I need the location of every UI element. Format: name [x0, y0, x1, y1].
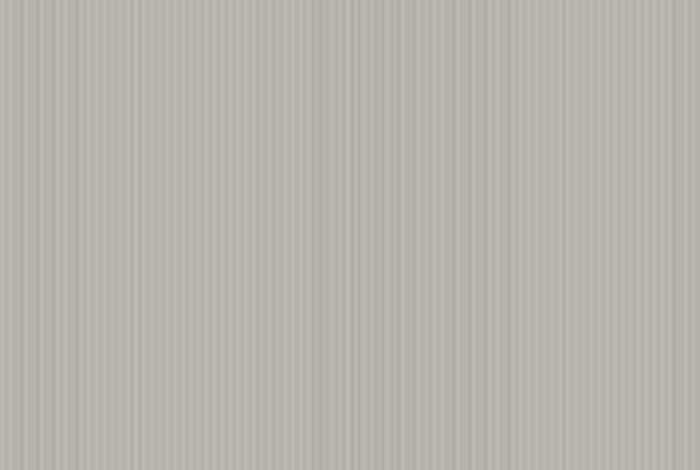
Text: Click Save and Submit to save and submit. Click Save All Answers to save all ans: Click Save and Submit to save and submit… [201, 460, 502, 466]
Bar [18, 108, 83, 144]
Bar [605, 30, 685, 72]
Text: Wages of workers from Country C paid by corporations located in Country B: Wages of workers from Country C paid by … [88, 229, 431, 238]
Text: Country B's export of shoes to Country C: Country B's export of shoes to Country C [88, 266, 273, 274]
Text: Interest paid by a Country B's corporation on a bond owned by a  Country A's ban: Interest paid by a Country B's corporati… [88, 86, 464, 94]
Text: $4,000: $4,000 [649, 157, 680, 166]
Text: $19,000: $19,000 [643, 301, 680, 311]
Text: $4,000: $4,000 [649, 229, 680, 238]
Bar [18, 144, 83, 180]
Bar [18, 30, 685, 360]
Bar [18, 288, 83, 324]
Text: Country A imports of coffee from Country B: Country A imports of coffee from Country… [88, 157, 285, 166]
Bar [83, 30, 605, 72]
Bar [83, 252, 605, 288]
Bar [605, 180, 685, 216]
Text: What is Country B's Trade Balance?: What is Country B's Trade Balance? [18, 375, 239, 385]
Bar [83, 216, 605, 252]
Bar [18, 383, 148, 403]
Bar [605, 72, 685, 108]
Bar [605, 144, 685, 180]
Text: Country A's citizen donation to a Non-Governmental-Organization located in Count: Country A's citizen donation to a Non-Go… [88, 194, 482, 203]
Bar [18, 72, 83, 108]
Text: Amount: Amount [624, 46, 666, 56]
Text: $2,000: $2,000 [649, 122, 680, 131]
Bar [83, 288, 605, 324]
Bar [605, 216, 685, 252]
Text: 2: 2 [72, 122, 78, 131]
Bar [18, 30, 83, 72]
Text: $4,000: $4,000 [649, 194, 680, 203]
Text: 7: 7 [72, 301, 78, 311]
Bar [18, 180, 83, 216]
Text: Transaction
number: Transaction number [19, 40, 83, 62]
Bar [18, 252, 83, 288]
Bar [83, 144, 605, 180]
Text: 6: 6 [72, 266, 78, 274]
Text: $10,000: $10,000 [643, 337, 680, 346]
Bar [605, 288, 685, 324]
Text: Interest paid by Country A's government on a treasury bills owned by Country B's: Interest paid by Country A's government … [88, 122, 517, 131]
Bar [18, 216, 83, 252]
Bar [83, 72, 605, 108]
Text: $6,000: $6,000 [648, 266, 680, 274]
Text: 1: 1 [72, 86, 78, 94]
Bar [605, 324, 685, 360]
Bar [83, 108, 605, 144]
Text: 3: 3 [72, 157, 78, 166]
Text: Balance of Payments Transactions (Year 2022): Balance of Payments Transactions (Year 2… [217, 46, 471, 56]
Text: Sale of Country B's government bonds to Country A's investors: Sale of Country B's government bonds to … [88, 337, 374, 346]
Text: 4: 4 [72, 194, 78, 203]
Text: 5: 5 [72, 229, 78, 238]
Text: 8: 8 [72, 337, 78, 346]
Bar [605, 108, 685, 144]
Bar [83, 324, 605, 360]
Bar [605, 252, 685, 288]
Bar [83, 180, 605, 216]
Text: Purchase of Country F's goverment bonds by Country B's investors: Purchase of Country F's goverment bonds … [88, 301, 391, 311]
Text: Table 1: Table 1 [335, 12, 369, 22]
Bar [18, 324, 83, 360]
Text: $1,000: $1,000 [648, 86, 680, 94]
